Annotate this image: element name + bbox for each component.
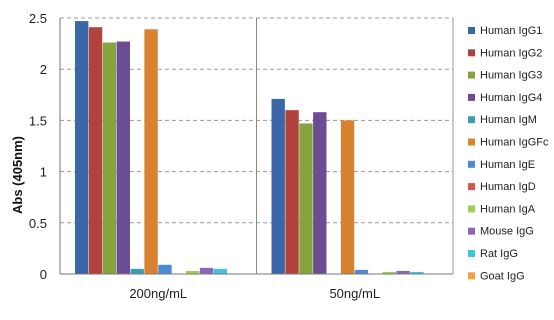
bar xyxy=(102,42,117,274)
legend-swatch xyxy=(468,160,475,168)
bar xyxy=(396,270,410,274)
legend-swatch xyxy=(468,116,475,124)
legend-label: Mouse IgG xyxy=(480,226,534,238)
y-tick-label: 0 xyxy=(40,267,47,282)
legend-label: Human IgA xyxy=(480,203,536,215)
y-tick-label: 2.5 xyxy=(29,11,47,26)
legend-swatch xyxy=(468,27,475,34)
bar xyxy=(313,112,327,274)
bar xyxy=(354,269,369,274)
y-tick-label: 1 xyxy=(40,165,47,180)
category-labels: 200ng/mL 50ng/mL xyxy=(129,286,380,301)
bar xyxy=(186,270,200,274)
legend-label: Human IgG1 xyxy=(480,25,542,37)
bar xyxy=(285,110,299,274)
legend-label: Human IgG4 xyxy=(480,92,542,104)
legend-swatch xyxy=(468,71,475,79)
bar xyxy=(199,267,214,274)
bar xyxy=(271,98,285,275)
legend-swatch xyxy=(468,93,475,101)
legend-swatch xyxy=(468,183,475,191)
legend-swatch xyxy=(468,205,475,213)
y-axis-label: Abs (405nm) xyxy=(10,136,25,214)
legend-label: Human IgE xyxy=(480,159,535,171)
y-tick-label: 1.5 xyxy=(29,113,47,128)
bar xyxy=(299,123,313,274)
axes xyxy=(59,18,454,275)
y-tick-label: 0.5 xyxy=(29,216,47,231)
bars xyxy=(75,21,424,275)
legend-swatch xyxy=(468,250,475,257)
bar xyxy=(88,27,103,274)
bar xyxy=(382,271,396,274)
legend-swatch xyxy=(468,49,475,57)
bar xyxy=(410,271,424,274)
bar xyxy=(213,268,228,274)
legend-label: Human IgGFc xyxy=(480,137,549,149)
bar xyxy=(158,264,172,274)
legend-label: Rat IgG xyxy=(480,248,518,260)
legend-label: Human IgG3 xyxy=(480,70,542,82)
category-label: 200ng/mL xyxy=(129,286,187,301)
category-label: 50ng/mL xyxy=(329,286,380,301)
legend-swatch xyxy=(468,227,475,235)
legend: Human IgG1 Human IgG2 Human IgG3 Human IgG4… xyxy=(468,25,549,282)
bar xyxy=(144,29,158,274)
y-tick-labels: 0 0.5 1 1.5 2 2.5 xyxy=(29,11,47,282)
legend-label: Human IgD xyxy=(480,181,536,193)
legend-label: Goat IgG xyxy=(480,270,525,282)
legend-label: Human IgG2 xyxy=(480,47,542,59)
y-tick-label: 2 xyxy=(40,62,47,77)
bar xyxy=(130,268,144,274)
legend-label: Human IgM xyxy=(480,114,537,126)
bar xyxy=(75,21,89,274)
legend-swatch xyxy=(468,272,475,280)
bar xyxy=(116,41,130,274)
legend-swatch xyxy=(468,138,475,146)
bar xyxy=(340,120,355,275)
